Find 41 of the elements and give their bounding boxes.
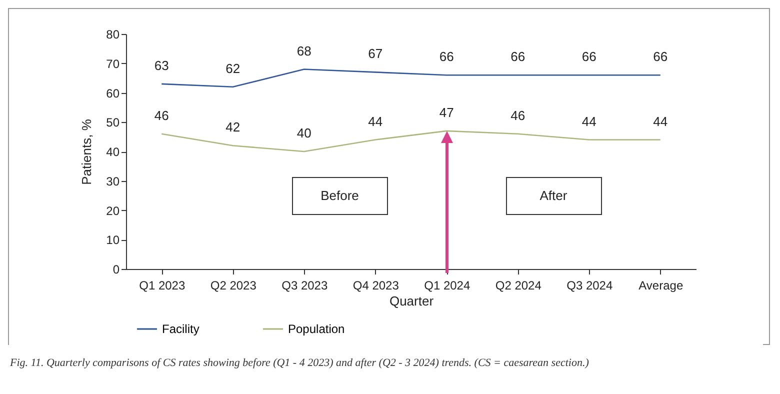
y-tick-label: 70	[106, 56, 120, 71]
x-tick-label: Q3 2024	[566, 278, 613, 292]
data-label: 42	[226, 120, 240, 135]
x-tick-label: Q2 2024	[495, 278, 542, 292]
label-box: Before	[292, 176, 388, 215]
y-tick-label: 50	[106, 116, 120, 130]
data-label: 62	[226, 60, 240, 76]
x-tick-label: Q3 2023	[282, 278, 328, 292]
data-label: 46	[510, 108, 526, 123]
data-label: 40	[296, 126, 312, 140]
y-tick-label: 20	[106, 204, 120, 218]
data-label: 66	[653, 49, 668, 64]
data-label: 44	[653, 114, 668, 129]
x-axis-title: Quarter	[389, 294, 434, 308]
data-label: 44	[582, 114, 596, 129]
y-tick-label: 60	[106, 86, 120, 100]
x-tick-label: Average	[638, 278, 684, 292]
data-label: 46	[154, 108, 169, 123]
y-tick-label: 80	[106, 28, 120, 42]
y-tick-label: 0	[112, 262, 120, 276]
label-box: After	[506, 176, 602, 215]
x-tick-label: Q4 2023	[352, 278, 400, 292]
y-tick-label: 30	[106, 174, 120, 188]
data-label: 63	[154, 58, 169, 73]
caption: Fig. 11. Quarterly comparisons of CS rates showing before (Q1 - 4 2023) and after (Q2 - 3 2024) trends. (CS = caesarean section.)	[10, 357, 589, 369]
legend-label: Population	[288, 322, 345, 336]
data-label: 66	[510, 49, 526, 64]
data-label: 47	[439, 104, 454, 120]
data-label: 67	[368, 46, 383, 62]
legend-label: Facility	[162, 322, 200, 336]
x-tick-label: Q2 2023	[210, 278, 257, 292]
y-tick-label: 10	[106, 233, 120, 248]
y-axis-title: Patients, %	[79, 118, 94, 185]
data-label: 66	[582, 49, 596, 64]
x-tick-label: Q1 2023	[139, 278, 186, 292]
line-series	[160, 130, 662, 152]
data-label: 66	[439, 49, 454, 64]
x-tick-label: Q1 2024	[424, 278, 470, 292]
data-label: 68	[296, 43, 312, 58]
data-label: 44	[368, 114, 383, 129]
y-tick-label: 40	[106, 145, 120, 159]
